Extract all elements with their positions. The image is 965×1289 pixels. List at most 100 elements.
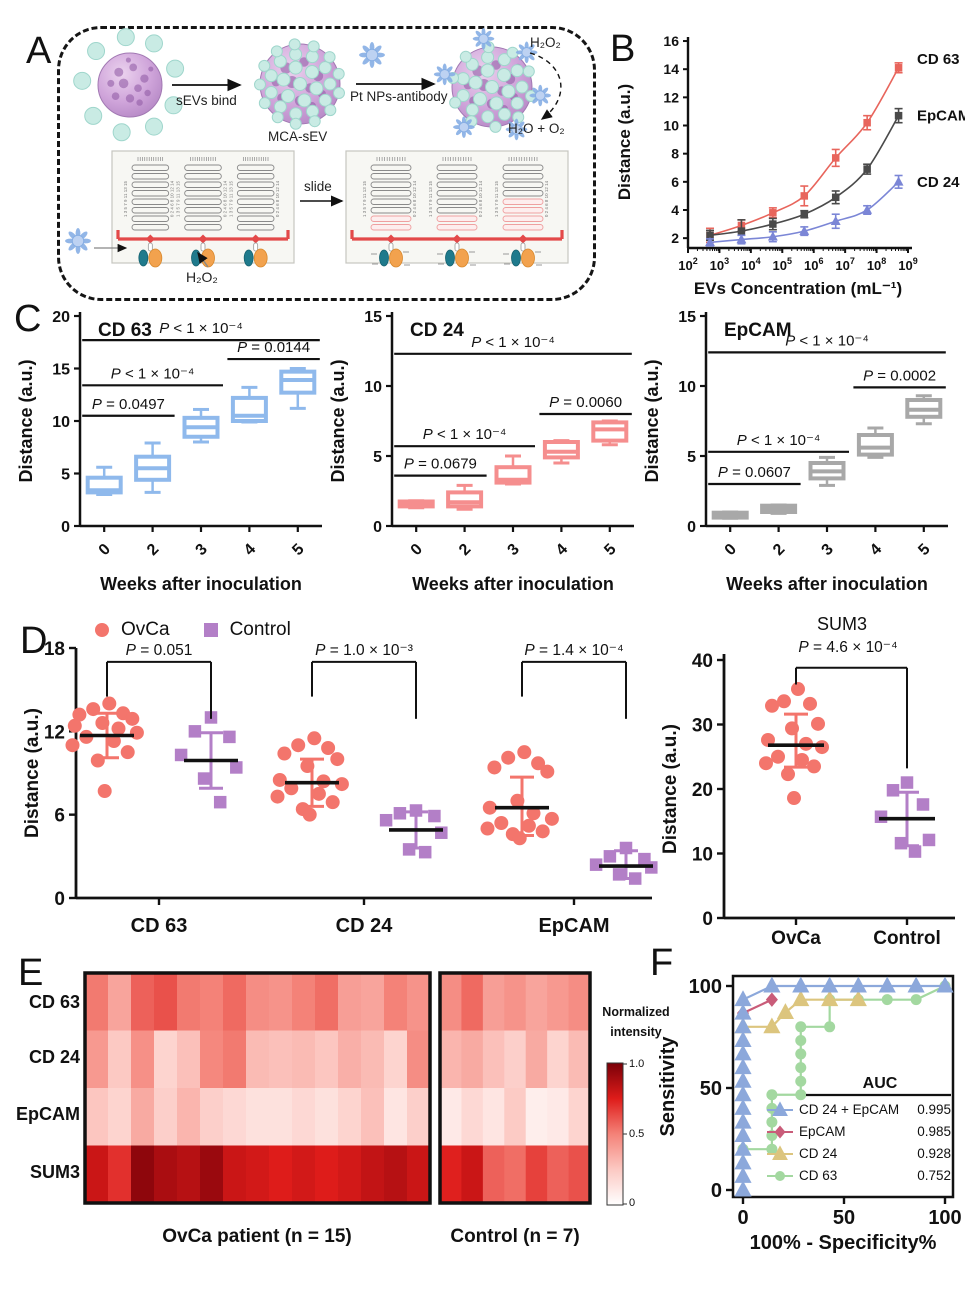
panel-a-drawing: 1 3 5 7 9 11 13 15 0 2 4 6 8 10 12 14 1 3 … <box>65 27 569 268</box>
scatter-group-cd63 <box>65 696 243 809</box>
svg-text:4: 4 <box>553 541 571 559</box>
heatmap-cell <box>200 973 224 1031</box>
heatmap-cell <box>154 973 178 1031</box>
ovca-point <box>302 807 317 822</box>
panel-e-heatmap: CD 63 CD 24 EpCAM SUM3 OvCa patient (n = 15)… <box>16 971 670 1247</box>
heatmap-cell <box>504 1088 527 1146</box>
heatmap-cell <box>504 973 527 1031</box>
heatmap-cell <box>407 1030 431 1089</box>
ovca-point <box>125 711 140 726</box>
control-point <box>619 841 633 855</box>
control-point <box>900 776 914 789</box>
panel-label-a: A <box>26 30 52 72</box>
panel-c-boxplot-cd24: 0 5 10 15 0 2 3 4 5 Weeks after inoculation Distan… <box>328 309 634 594</box>
svg-text:50: 50 <box>700 1078 722 1100</box>
heatmap-cell <box>547 1030 570 1089</box>
control-point <box>409 804 423 817</box>
svg-text:3: 3 <box>193 541 211 559</box>
svg-text:P = 1.0 × 10⁻³: P = 1.0 × 10⁻³ <box>315 642 413 659</box>
ovca-point <box>787 791 801 806</box>
heatmap-cell <box>407 1088 431 1146</box>
svg-text:0.5: 0.5 <box>629 1128 644 1140</box>
heatmap-cell <box>131 973 155 1031</box>
heatmap-cell <box>223 973 247 1031</box>
ovca-point <box>482 800 497 815</box>
svg-text:10: 10 <box>678 379 696 396</box>
heatmap-cell <box>154 1145 178 1204</box>
ovca-point <box>325 795 340 810</box>
svg-text:100: 100 <box>928 1207 961 1229</box>
svg-text:Control (n = 7): Control (n = 7) <box>450 1226 579 1247</box>
svg-text:108: 108 <box>867 256 886 273</box>
ovca-point <box>531 756 546 771</box>
svg-text:Distance (a.u.): Distance (a.u.) <box>328 359 348 482</box>
svg-text:100: 100 <box>689 976 722 998</box>
ovca-point <box>129 725 144 740</box>
ovca-point <box>330 752 345 767</box>
heatmap-cell <box>407 973 431 1031</box>
heatmap-cell <box>315 973 339 1031</box>
heatmap-cell <box>568 1030 591 1089</box>
heatmap-cell <box>269 1030 293 1089</box>
control-point <box>174 748 188 762</box>
svg-text:1.0: 1.0 <box>629 1058 644 1070</box>
control-marker-icon <box>203 623 218 637</box>
heatmap-cell <box>108 1030 132 1089</box>
ovca-point <box>501 750 516 765</box>
ovca-point <box>97 784 112 799</box>
box-week-2 <box>134 441 172 494</box>
svg-text:P = 0.0679: P = 0.0679 <box>404 456 477 473</box>
heatmap-cell <box>246 1145 270 1204</box>
box-week-3 <box>494 454 532 486</box>
heatmap-cell <box>440 973 462 1031</box>
svg-text:P = 0.051: P = 0.051 <box>126 642 193 659</box>
heatmap-cell <box>200 1088 224 1146</box>
box-week-0 <box>397 499 435 510</box>
series-cd24 <box>705 174 904 247</box>
svg-text:Distance (a.u.): Distance (a.u.) <box>22 708 43 838</box>
box-week-4 <box>230 385 268 424</box>
svg-text:CD 63: CD 63 <box>131 915 188 937</box>
svg-text:16: 16 <box>663 33 679 49</box>
heatmap-cell <box>504 1030 527 1089</box>
control-point <box>379 813 393 827</box>
box-week-4 <box>856 426 894 459</box>
svg-text:1 3 5 7 9 11 13 15: 1 3 5 7 9 11 13 15 <box>494 181 499 217</box>
heatmap-cell <box>384 973 408 1031</box>
ovca-point <box>95 716 110 730</box>
heatmap-cell <box>384 1145 408 1204</box>
scatter-group-cd24 <box>270 731 448 859</box>
ovca-point <box>334 777 349 792</box>
heatmap-cell <box>315 1030 339 1089</box>
valve-orange <box>455 248 469 268</box>
colorbar <box>606 1062 624 1206</box>
svg-text:0 2 4 6 8 10 12 14: 0 2 4 6 8 10 12 14 <box>170 180 175 217</box>
svg-text:0: 0 <box>687 519 696 536</box>
valve-teal <box>445 249 455 267</box>
ovca-point <box>106 734 121 749</box>
ovca-point <box>517 745 532 760</box>
heatmap-cell <box>525 973 548 1031</box>
svg-text:P = 0.0144: P = 0.0144 <box>237 339 310 356</box>
svg-text:P = 4.6 × 10⁻⁴: P = 4.6 × 10⁻⁴ <box>798 639 897 656</box>
svg-text:5: 5 <box>373 449 382 466</box>
ovca-point <box>815 740 829 755</box>
heatmap-cell <box>568 1145 591 1204</box>
ovca-point <box>90 753 105 768</box>
svg-text:P = 0.0607: P = 0.0607 <box>718 464 791 481</box>
ovca-point <box>510 793 525 808</box>
ovca-point <box>526 806 541 821</box>
svg-text:CD 24: CD 24 <box>917 174 960 191</box>
svg-text:8: 8 <box>671 146 679 162</box>
valve-orange <box>148 248 163 268</box>
svg-text:5: 5 <box>289 541 307 559</box>
pt-np-icon <box>505 118 528 141</box>
svg-text:CD 24 + EpCAM: CD 24 + EpCAM <box>799 1102 899 1117</box>
svg-text:Distance (a.u.): Distance (a.u.) <box>642 359 662 482</box>
chip-before-slide: 1 3 5 7 9 11 13 15 0 2 4 6 8 10 12 14 1 3 … <box>111 150 295 268</box>
heatmap-cell <box>131 1030 155 1089</box>
svg-text:CD 63: CD 63 <box>29 992 80 1012</box>
h2o2-bottom-label: H₂O₂ <box>186 269 218 285</box>
valve-orange <box>521 248 535 268</box>
svg-text:CD 24: CD 24 <box>336 915 394 937</box>
